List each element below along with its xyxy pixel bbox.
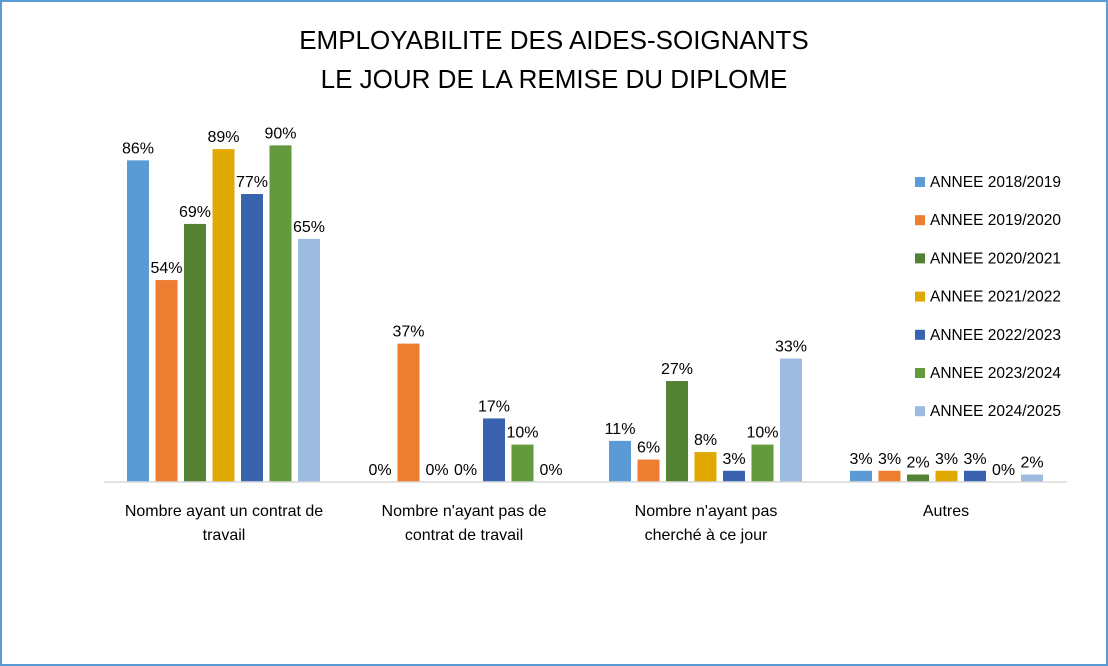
data-label: 3% [849,451,872,468]
bar [609,440,631,482]
legend-label: ANNEE 2019/2020 [930,212,1061,229]
legend-item: ANNEE 2020/2021 [915,250,1061,267]
bar [723,470,745,482]
legend-item: ANNEE 2024/2025 [915,403,1061,420]
legend-swatch [915,329,925,340]
bar [694,452,717,482]
data-label: 77% [236,174,268,191]
data-label: 54% [150,260,182,277]
bar [241,194,263,482]
category-label: cherché à ce jour [645,527,768,544]
category-label: Autres [923,503,969,520]
legend-swatch [915,253,925,264]
legend: ANNEE 2018/2019 ANNEE 2019/2020 ANNEE 2020… [915,174,1061,420]
data-label: 3% [878,451,901,468]
bar [127,160,149,483]
legend-label: ANNEE 2022/2023 [930,327,1061,344]
bar [637,459,660,482]
legend-swatch [915,368,925,378]
legend-label: ANNEE 2020/2021 [930,250,1061,267]
data-label: 0% [539,462,562,479]
bar [751,444,774,482]
data-label: 2% [906,455,929,472]
data-label: 27% [661,361,693,378]
data-label: 33% [775,339,807,356]
bar [964,470,986,482]
category-label: travail [203,527,246,544]
bar [269,145,292,482]
legend-item: ANNEE 2023/2024 [915,365,1061,382]
legend-label: ANNEE 2023/2024 [930,365,1061,382]
bar [850,470,872,482]
bar [212,149,235,482]
data-label: 3% [963,451,986,468]
category-labels-layer: Nombre ayant un contrat de travail Nombre … [125,503,969,544]
data-label: 10% [506,425,538,442]
data-labels-layer: 86% 0% 11% 3% 54% 37% 6% 3% 69% 0% 27% 2% 89% 0% 8% 3% 7… [122,125,1044,479]
data-label: 37% [392,324,424,341]
bars-layer [127,145,1043,483]
data-label: 0% [425,462,448,479]
bar [298,238,320,482]
data-label: 11% [605,421,636,438]
legend-label: ANNEE 2024/2025 [930,403,1061,420]
legend-swatch [915,177,925,187]
data-label: 10% [746,425,778,442]
data-label: 3% [722,451,745,468]
data-label: 86% [122,140,154,157]
bar [935,470,958,482]
bar [155,280,178,482]
data-label: 65% [293,219,325,236]
data-label: 17% [478,398,510,415]
data-label: 6% [637,440,660,457]
bar [780,358,802,482]
data-label: 0% [368,462,391,479]
legend-item: ANNEE 2018/2019 [915,174,1061,191]
bar [184,223,206,482]
legend-swatch [915,406,925,417]
data-label: 89% [207,129,239,146]
bar [666,381,688,482]
category-label: Nombre n'ayant pas [635,503,778,520]
bar [878,470,901,482]
bar [1021,474,1043,482]
data-label: 69% [179,204,211,221]
data-label: 0% [992,462,1015,479]
legend-item: ANNEE 2022/2023 [915,327,1061,344]
bar [511,444,534,482]
data-label: 3% [935,451,958,468]
chart-title-line-2: LE JOUR DE LA REMISE DU DIPLOME [321,64,788,94]
legend-label: ANNEE 2018/2019 [930,174,1061,191]
legend-swatch [915,291,925,302]
data-label: 0% [454,462,477,479]
legend-label: ANNEE 2021/2022 [930,289,1061,306]
data-label: 8% [694,432,717,449]
data-label: 2% [1020,455,1043,472]
category-label: Nombre ayant un contrat de [125,503,323,520]
bar [907,474,929,482]
bar [483,418,505,482]
category-label: Nombre n'ayant pas de [382,503,547,520]
legend-item: ANNEE 2019/2020 [915,212,1061,229]
chart-title-line-1: EMPLOYABILITE DES AIDES-SOIGNANTS [299,25,809,55]
bar [397,343,420,482]
data-label: 90% [264,125,296,142]
legend-item: ANNEE 2021/2022 [915,289,1061,306]
category-label: contrat de travail [405,527,523,544]
chart-title: EMPLOYABILITE DES AIDES-SOIGNANTS LE JOU… [299,25,809,94]
legend-swatch [915,215,925,226]
